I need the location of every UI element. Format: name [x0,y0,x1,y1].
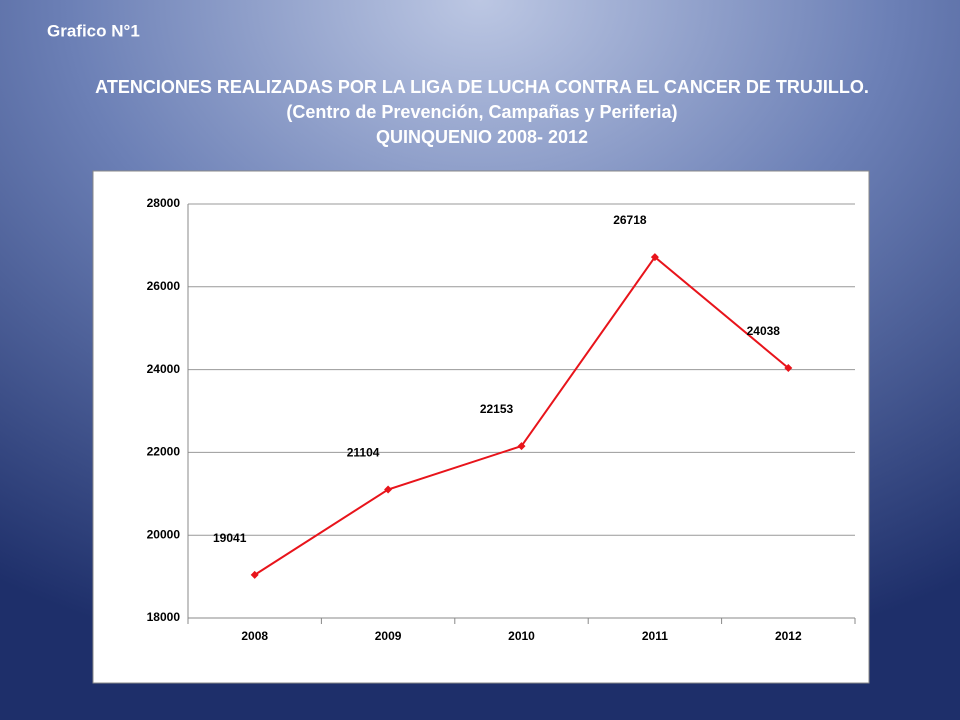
data-label: 21104 [347,446,380,460]
marker [650,253,659,262]
chart-area [92,170,870,684]
data-label: 26718 [613,213,647,227]
y-tick-label: 18000 [147,610,181,624]
chart-subtitle: QUINQUENIO 2008- 2012 [376,127,588,147]
chart-title: ATENCIONES REALIZADAS POR LA LIGA DE LUC… [95,77,869,97]
y-tick-label: 28000 [147,196,181,210]
y-tick-label: 24000 [147,362,181,376]
x-tick-label: 2009 [375,629,402,643]
chart-subtitle: (Centro de Prevención, Campañas y Perife… [286,102,677,122]
caption: Grafico N°1 [47,21,140,40]
x-tick-label: 2012 [775,629,802,643]
marker [517,442,526,451]
data-label: 24038 [747,324,781,338]
data-label: 19041 [213,531,247,545]
data-label: 22153 [480,402,514,416]
y-tick-label: 22000 [147,445,181,459]
y-tick-label: 20000 [147,527,181,541]
marker [384,485,393,494]
x-tick-label: 2008 [241,629,268,643]
x-tick-label: 2010 [508,629,535,643]
marker [250,570,259,579]
x-tick-label: 2011 [642,629,668,643]
y-tick-label: 26000 [147,279,181,293]
marker [784,364,793,373]
